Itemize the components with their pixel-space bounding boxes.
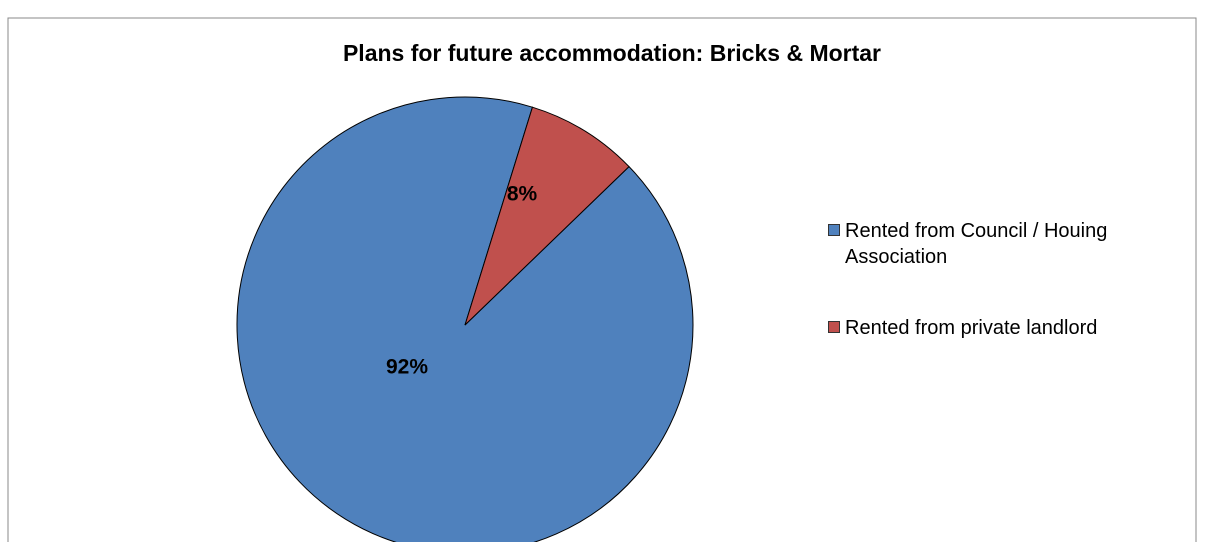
- legend-item: Rented from private landlord: [828, 315, 1173, 341]
- pie-slice: [464, 106, 630, 326]
- data-label: 8%: [507, 183, 538, 206]
- legend-label: Rented from private landlord: [845, 317, 1098, 339]
- chart-title: Plans for future accommodation: Bricks &…: [343, 40, 881, 66]
- legend-item: Rented from Council / Houing Association: [828, 218, 1173, 270]
- legend-swatch: [828, 321, 840, 333]
- data-label: 92%: [386, 356, 428, 379]
- pie-slice: [236, 96, 694, 542]
- legend-label: Rented from Council / Houing Association: [845, 220, 1108, 268]
- legend-swatch: [828, 224, 840, 236]
